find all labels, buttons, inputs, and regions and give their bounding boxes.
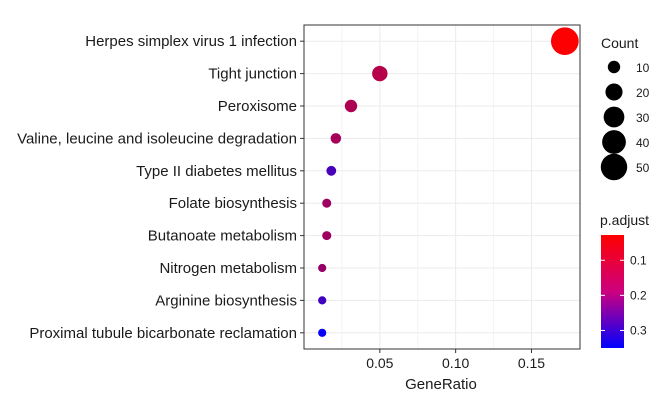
data-point bbox=[372, 65, 388, 82]
data-point bbox=[318, 328, 327, 337]
count-legend-label: 50 bbox=[636, 161, 650, 175]
y-tick-label: Folate biosynthesis bbox=[169, 195, 297, 212]
count-legend-label: 40 bbox=[636, 136, 650, 150]
y-tick-label: Valine, leucine and isoleucine degradati… bbox=[17, 130, 297, 147]
y-axis: Herpes simplex virus 1 infection Tight ju… bbox=[17, 33, 304, 342]
data-points bbox=[318, 27, 579, 337]
data-point bbox=[344, 99, 358, 113]
count-legend-key bbox=[600, 153, 628, 181]
data-point bbox=[550, 27, 579, 56]
count-legend-label: 10 bbox=[636, 61, 650, 75]
x-tick-label: 0.10 bbox=[442, 355, 469, 371]
y-tick-label: Type II diabetes mellitus bbox=[136, 163, 297, 180]
p-adjust-tick-label: 0.1 bbox=[630, 253, 647, 267]
x-tick-label: 0.05 bbox=[366, 355, 393, 371]
count-legend-key bbox=[605, 83, 623, 101]
data-point bbox=[322, 231, 332, 241]
data-point bbox=[330, 133, 342, 144]
plot-panel bbox=[304, 25, 580, 349]
y-tick-label: Butanoate metabolism bbox=[148, 228, 297, 245]
plot-border bbox=[303, 24, 581, 350]
p-adjust-legend-title: p.adjust bbox=[600, 212, 649, 228]
count-legend-label: 20 bbox=[636, 86, 650, 100]
p-adjust-tick-label: 0.2 bbox=[630, 288, 647, 302]
y-tick-label: Tight junction bbox=[208, 66, 297, 83]
p-adjust-tick-label: 0.3 bbox=[630, 323, 647, 337]
y-tick-label: Proximal tubule bicarbonate reclamation bbox=[29, 325, 297, 342]
count-legend-key bbox=[607, 60, 621, 74]
count-legend-key bbox=[602, 130, 626, 154]
data-point bbox=[318, 263, 327, 273]
data-point bbox=[326, 165, 337, 176]
y-tick-label: Arginine biosynthesis bbox=[155, 292, 297, 309]
x-axis: 0.05 0.10 0.15 bbox=[366, 349, 545, 371]
data-point bbox=[318, 296, 327, 305]
y-tick-label: Herpes simplex virus 1 infection bbox=[85, 33, 297, 50]
data-point bbox=[322, 198, 332, 208]
p-adjust-legend: p.adjust 0.1 0.2 0.3 bbox=[600, 212, 649, 348]
p-adjust-colorbar bbox=[601, 235, 624, 348]
y-tick-label: Nitrogen metabolism bbox=[159, 260, 297, 277]
count-legend-key bbox=[603, 106, 625, 128]
count-legend-title: Count bbox=[601, 35, 638, 51]
y-tick-label: Peroxisome bbox=[218, 98, 297, 115]
count-legend-label: 30 bbox=[636, 111, 650, 125]
x-tick-label: 0.15 bbox=[518, 355, 545, 371]
plot-background bbox=[304, 25, 580, 349]
x-axis-title: GeneRatio bbox=[405, 376, 477, 393]
count-legend: Count 10 20 30 40 50 bbox=[600, 35, 650, 181]
